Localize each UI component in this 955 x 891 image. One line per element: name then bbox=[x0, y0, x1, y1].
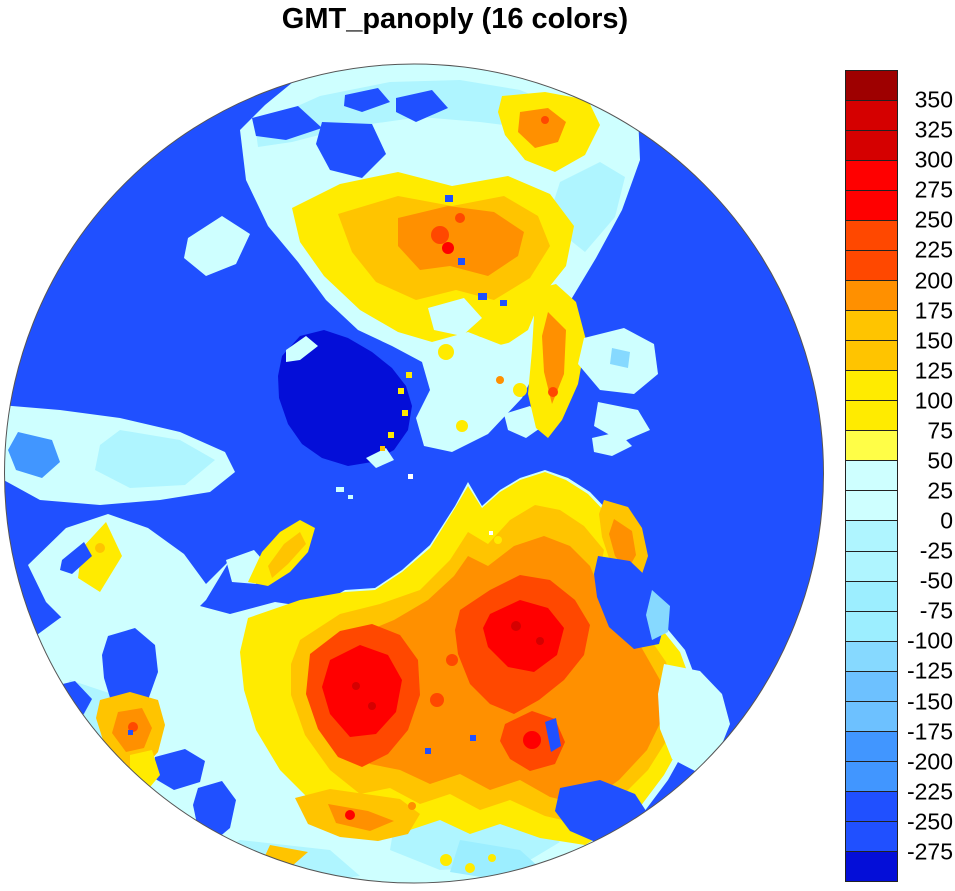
colorbar-tick-label: 100 bbox=[914, 387, 953, 414]
colorbar-tick-label: 125 bbox=[914, 357, 953, 384]
colorbar-tick-label: 350 bbox=[914, 86, 953, 113]
pole-gap-speck bbox=[408, 474, 413, 479]
colorbar-tick-label: 150 bbox=[914, 327, 953, 354]
region-greenland bbox=[278, 330, 412, 468]
map-outline bbox=[4, 63, 824, 884]
colorbar-tick-label: 250 bbox=[914, 206, 953, 233]
colorbar-segment bbox=[846, 251, 897, 282]
region-chukotka-warm-tongue bbox=[528, 284, 658, 456]
region-alps-anatolia-warm bbox=[96, 692, 165, 792]
colorbar-tick-label: 225 bbox=[914, 236, 953, 263]
colorbar-segment bbox=[846, 311, 897, 342]
colorbar-segment bbox=[846, 461, 897, 492]
colorbar-tick-label: -250 bbox=[906, 808, 953, 835]
chart-title: GMT_panoply (16 colors) bbox=[281, 3, 629, 35]
colorbar-segment bbox=[846, 491, 897, 522]
colorbar-segment bbox=[846, 131, 897, 162]
colorbar bbox=[845, 70, 898, 882]
colorbar-segment bbox=[846, 551, 897, 582]
region-novaya-zemlya bbox=[248, 520, 315, 586]
colorbar-tick-label: -150 bbox=[906, 688, 953, 715]
colorbar-segment bbox=[846, 161, 897, 192]
colorbar-tick-label: -125 bbox=[906, 657, 953, 684]
sea-okhotsk bbox=[594, 556, 670, 649]
colorbar-segment bbox=[846, 731, 897, 762]
region-siberia-warm bbox=[240, 472, 694, 845]
colorbar-segment bbox=[846, 521, 897, 552]
colorbar-segment bbox=[846, 281, 897, 312]
region-arctic-archipelago bbox=[428, 298, 546, 438]
colorbar-segment bbox=[846, 611, 897, 642]
colorbar-segment bbox=[846, 761, 897, 792]
colorbar-tick-label: 75 bbox=[927, 417, 953, 444]
colorbar-tick-label: -75 bbox=[919, 597, 953, 624]
colorbar-segment bbox=[846, 581, 897, 612]
colorbar-tick-label: 275 bbox=[914, 176, 953, 203]
colorbar-segment bbox=[846, 101, 897, 132]
colorbar-tick-label: -200 bbox=[906, 748, 953, 775]
colorbar-tick-label: 175 bbox=[914, 297, 953, 324]
colorbar-tick-label: 200 bbox=[914, 267, 953, 294]
colorbar-tick-label: -100 bbox=[906, 627, 953, 654]
colorbar-segment bbox=[846, 851, 897, 881]
colorbar-segment bbox=[846, 221, 897, 252]
colorbar-segment bbox=[846, 341, 897, 372]
sea-black bbox=[152, 749, 205, 790]
colorbar-segment bbox=[846, 821, 897, 852]
colorbar-segment bbox=[846, 431, 897, 462]
hudson-bay-and-straits bbox=[252, 88, 448, 178]
region-north-atlantic-pale bbox=[4, 405, 235, 505]
colorbar-tick-label: 300 bbox=[914, 146, 953, 173]
colorbar-segment bbox=[846, 371, 897, 402]
colorbar-segment bbox=[846, 71, 897, 102]
colorbar-segment bbox=[846, 191, 897, 222]
colorbar-tick-label: 0 bbox=[940, 507, 953, 534]
colorbar-tick-label: 325 bbox=[914, 116, 953, 143]
colorbar-tick-label: -50 bbox=[919, 567, 953, 594]
colorbar-tick-label: 50 bbox=[927, 447, 953, 474]
colorbar-segment bbox=[846, 641, 897, 672]
colorbar-segment bbox=[846, 671, 897, 702]
colorbar-tick-label: -175 bbox=[906, 718, 953, 745]
colorbar-tick-label: 25 bbox=[927, 477, 953, 504]
colorbar-segment bbox=[846, 401, 897, 432]
colorbar-tick-label: -225 bbox=[906, 778, 953, 805]
colorbar-tick-label: -25 bbox=[919, 537, 953, 564]
colorbar-segment bbox=[846, 791, 897, 822]
lake-baikal bbox=[545, 718, 561, 752]
region-alaska-rockies-warm bbox=[292, 92, 600, 346]
svalbard-speck bbox=[336, 487, 344, 492]
colorbar-tick-label: -275 bbox=[906, 838, 953, 865]
colorbar-segment bbox=[846, 701, 897, 732]
lakes-and-specks bbox=[336, 474, 561, 754]
